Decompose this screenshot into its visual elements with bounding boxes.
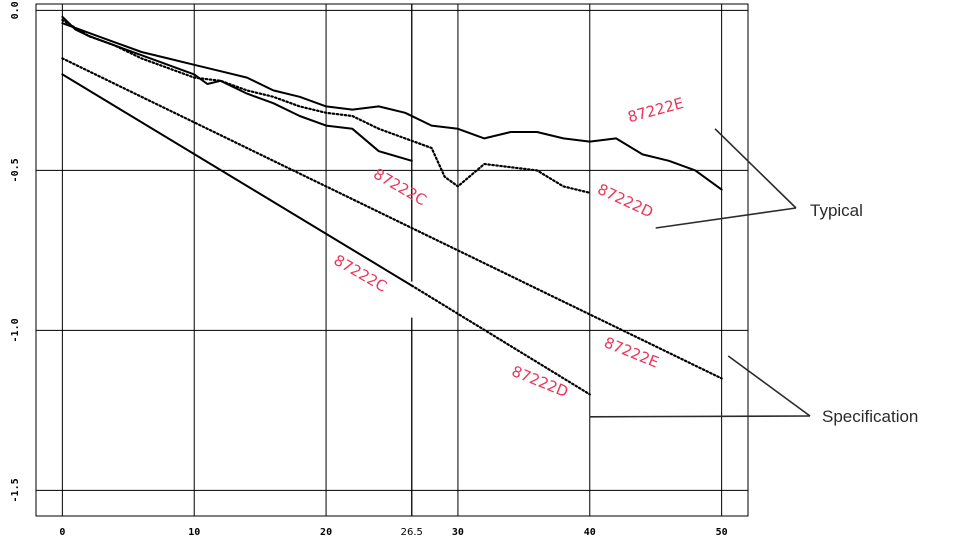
- y-tick-label: -1.5: [10, 478, 21, 502]
- callout-label-typical: Typical: [810, 201, 863, 220]
- callout-line: [589, 415, 811, 418]
- series-typical-87222e: [61, 22, 723, 191]
- series-specification-87222e: [61, 57, 723, 380]
- curve-labels: 87222C 87222D 87222E 87222C 87222E 87222D: [331, 94, 686, 401]
- grid-lines: [36, 4, 748, 516]
- curve-label: 87222E: [626, 94, 686, 126]
- x-tick-label: 30: [452, 527, 464, 538]
- callout-line: [727, 355, 811, 417]
- x-axis-ticks: 0 10 20 26.5 30 40 50: [59, 527, 727, 538]
- data-series: [61, 15, 723, 396]
- x-tick-label: 20: [320, 527, 332, 538]
- series-specification-87222c: [61, 73, 413, 287]
- x-tick-label: 40: [584, 527, 596, 538]
- curve-label: 87222D: [509, 362, 571, 401]
- curve-label: 87222C: [331, 251, 390, 296]
- y-axis-ticks: 0.0 -0.5 -1.0 -1.5: [10, 1, 21, 502]
- curve-label: 87222E: [601, 333, 661, 371]
- y-tick-label: 0.0: [10, 1, 21, 19]
- x-tick-label: 0: [59, 527, 65, 538]
- x-tick-label: 10: [188, 527, 200, 538]
- curve-label: 87222D: [595, 180, 656, 221]
- x-tick-label: 26.5: [401, 527, 423, 538]
- curve-label: 87222C: [370, 165, 429, 210]
- callout-labels: Typical Specification: [589, 128, 918, 426]
- series-specification-87222d: [410, 284, 591, 396]
- callout-label-specification: Specification: [822, 407, 918, 426]
- plot-frame: [35, 3, 749, 517]
- x-tick-label: 50: [716, 527, 728, 538]
- series-typical-87222d: [61, 18, 591, 194]
- series-typical-87222c: [61, 15, 413, 162]
- callout-line: [655, 207, 797, 229]
- y-tick-label: -1.0: [10, 318, 21, 342]
- y-tick-label: -0.5: [10, 158, 21, 182]
- callout-line: [714, 128, 797, 209]
